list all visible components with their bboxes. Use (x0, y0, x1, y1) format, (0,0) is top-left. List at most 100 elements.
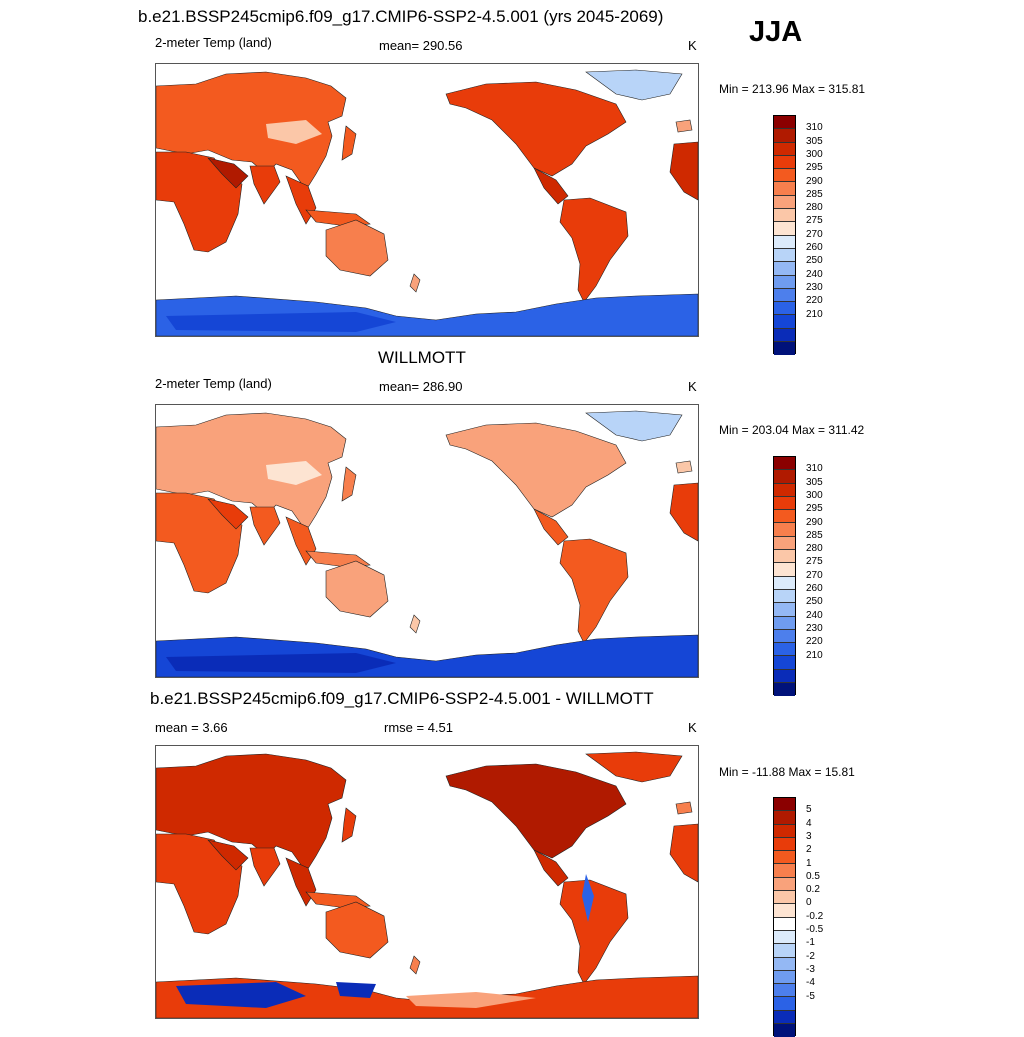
colorbar-tick-label: 295 (806, 503, 823, 515)
colorbar-swatch (774, 891, 795, 905)
land-iceland (675, 119, 693, 133)
colorbar-swatch (774, 262, 795, 276)
colorbar-tick-label: 3 (806, 830, 812, 842)
colorbar-swatch (774, 457, 795, 471)
colorbar-swatch (774, 195, 795, 210)
panel1-minmax-label: Min = 213.96 Max = 315.81 (719, 82, 866, 96)
land-camer (533, 167, 569, 205)
colorbar-swatch (774, 984, 795, 998)
land-eurasia (156, 412, 347, 532)
colorbar-swatch (774, 1010, 795, 1025)
anomaly-patch (176, 982, 306, 1008)
colorbar-tick-label: 300 (806, 489, 823, 501)
colorbar-tick-label: 0.5 (806, 870, 820, 882)
colorbar-tick-label: 230 (806, 622, 823, 634)
colorbar-swatch (774, 603, 795, 617)
land-africa (156, 151, 243, 253)
land-eurasia (156, 753, 347, 873)
colorbar-swatch (774, 970, 795, 985)
land-eurasia (156, 71, 347, 191)
colorbar-swatch (774, 576, 795, 590)
panel1-variable-label: 2-meter Temp (land) (155, 35, 272, 50)
antarctic-interior (166, 312, 396, 332)
colorbar-tick-label: -4 (806, 977, 815, 989)
panel1-mean-label: mean= 290.56 (379, 38, 463, 53)
land-iceland (675, 460, 693, 474)
panel1-map-svg (156, 69, 698, 336)
colorbar-tick-label: -5 (806, 990, 815, 1002)
colorbar-swatch (774, 957, 795, 971)
land-camer (533, 508, 569, 546)
colorbar-swatch (774, 222, 795, 236)
land-samer (559, 538, 629, 644)
land-greenl (585, 751, 683, 783)
land-nz (409, 273, 421, 293)
colorbar-swatch (774, 523, 795, 537)
land-nz (409, 955, 421, 975)
colorbar-swatch (774, 917, 795, 931)
colorbar-swatch (774, 629, 795, 644)
colorbar-tick-label: 0.2 (806, 884, 820, 896)
land-wafrica (669, 482, 698, 542)
colorbar-swatch (774, 944, 795, 958)
panel2-colorbar: 310 305 300 295 290 285 280 275 270 260 250 240 230 2… (773, 456, 823, 697)
land-arabia (207, 157, 249, 189)
panel2-minmax-label: Min = 203.04 Max = 311.42 (719, 423, 865, 437)
colorbar-swatch (774, 288, 795, 303)
colorbar-swatch (774, 997, 795, 1011)
colorbar-tick-label: 305 (806, 135, 823, 147)
colorbar-swatch (774, 470, 795, 484)
land-austr (325, 901, 389, 959)
colorbar-swatch (774, 643, 795, 657)
colorbar-swatch (774, 142, 795, 156)
colorbar-tick-label: 2 (806, 844, 812, 856)
colorbar-tick-label: 210 (806, 649, 823, 661)
colorbar-tick-label: 230 (806, 281, 823, 293)
panel1-land (156, 69, 698, 336)
colorbar-tick-label: 290 (806, 516, 823, 528)
anomaly-patch (582, 874, 594, 922)
land-wafrica (669, 823, 698, 883)
colorbar-tick-label: 260 (806, 242, 823, 253)
land-wafrica (669, 141, 698, 201)
land-namer (445, 763, 627, 859)
colorbar-swatch (774, 864, 795, 878)
colorbar-tick-label: 280 (806, 543, 823, 555)
colorbar-tick-label: 300 (806, 148, 823, 160)
colorbar-tick-label: 270 (806, 228, 823, 240)
colorbar-swatch (774, 169, 795, 183)
colorbar-swatch (774, 536, 795, 551)
panel2-colorbar-swatches (773, 456, 796, 697)
land-samer (559, 879, 629, 985)
panel2-units-label: K (688, 379, 697, 394)
colorbar-swatch (774, 669, 795, 684)
colorbar-swatch (774, 656, 795, 670)
season-label: JJA (749, 16, 803, 48)
colorbar-tick-label: 285 (806, 188, 823, 200)
colorbar-tick-label: 1 (806, 857, 812, 869)
colorbar-tick-label: 220 (806, 636, 823, 648)
panel3-map-svg (156, 751, 698, 1018)
colorbar-tick-label: 5 (806, 804, 812, 816)
land-greenl (585, 410, 683, 442)
panel1-units-label: K (688, 38, 697, 53)
colorbar-tick-label: -2 (806, 950, 815, 962)
colorbar-swatch (774, 1024, 795, 1037)
colorbar-swatch (774, 483, 795, 497)
panel3-colorbar: 5 4 3 2 1 0.5 0.2 0 -0.2 -0.5 -1 -2 -3 -4 -5 (773, 797, 823, 1037)
colorbar-swatch (774, 616, 795, 630)
colorbar-swatch (774, 798, 795, 812)
colorbar-tick-label: -0.5 (806, 924, 824, 935)
panel1-colorbar: 310 305 300 295 290 285 280 275 270 260 250 240 230 2… (773, 115, 823, 356)
colorbar-tick-label: 310 (806, 122, 823, 134)
land-greenl (585, 69, 683, 101)
colorbar-tick-label: 310 (806, 463, 823, 475)
colorbar-tick-label: -3 (806, 963, 815, 975)
land-japan (341, 807, 357, 843)
land-samer (559, 197, 629, 303)
panel1-colorbar-swatches (773, 115, 796, 356)
colorbar-tick-label: -0.2 (806, 910, 824, 922)
colorbar-swatch (774, 328, 795, 343)
colorbar-swatch (774, 155, 795, 170)
panel3-title: b.e21.BSSP245cmip6.f09_g17.CMIP6-SSP2-4.… (150, 689, 654, 708)
